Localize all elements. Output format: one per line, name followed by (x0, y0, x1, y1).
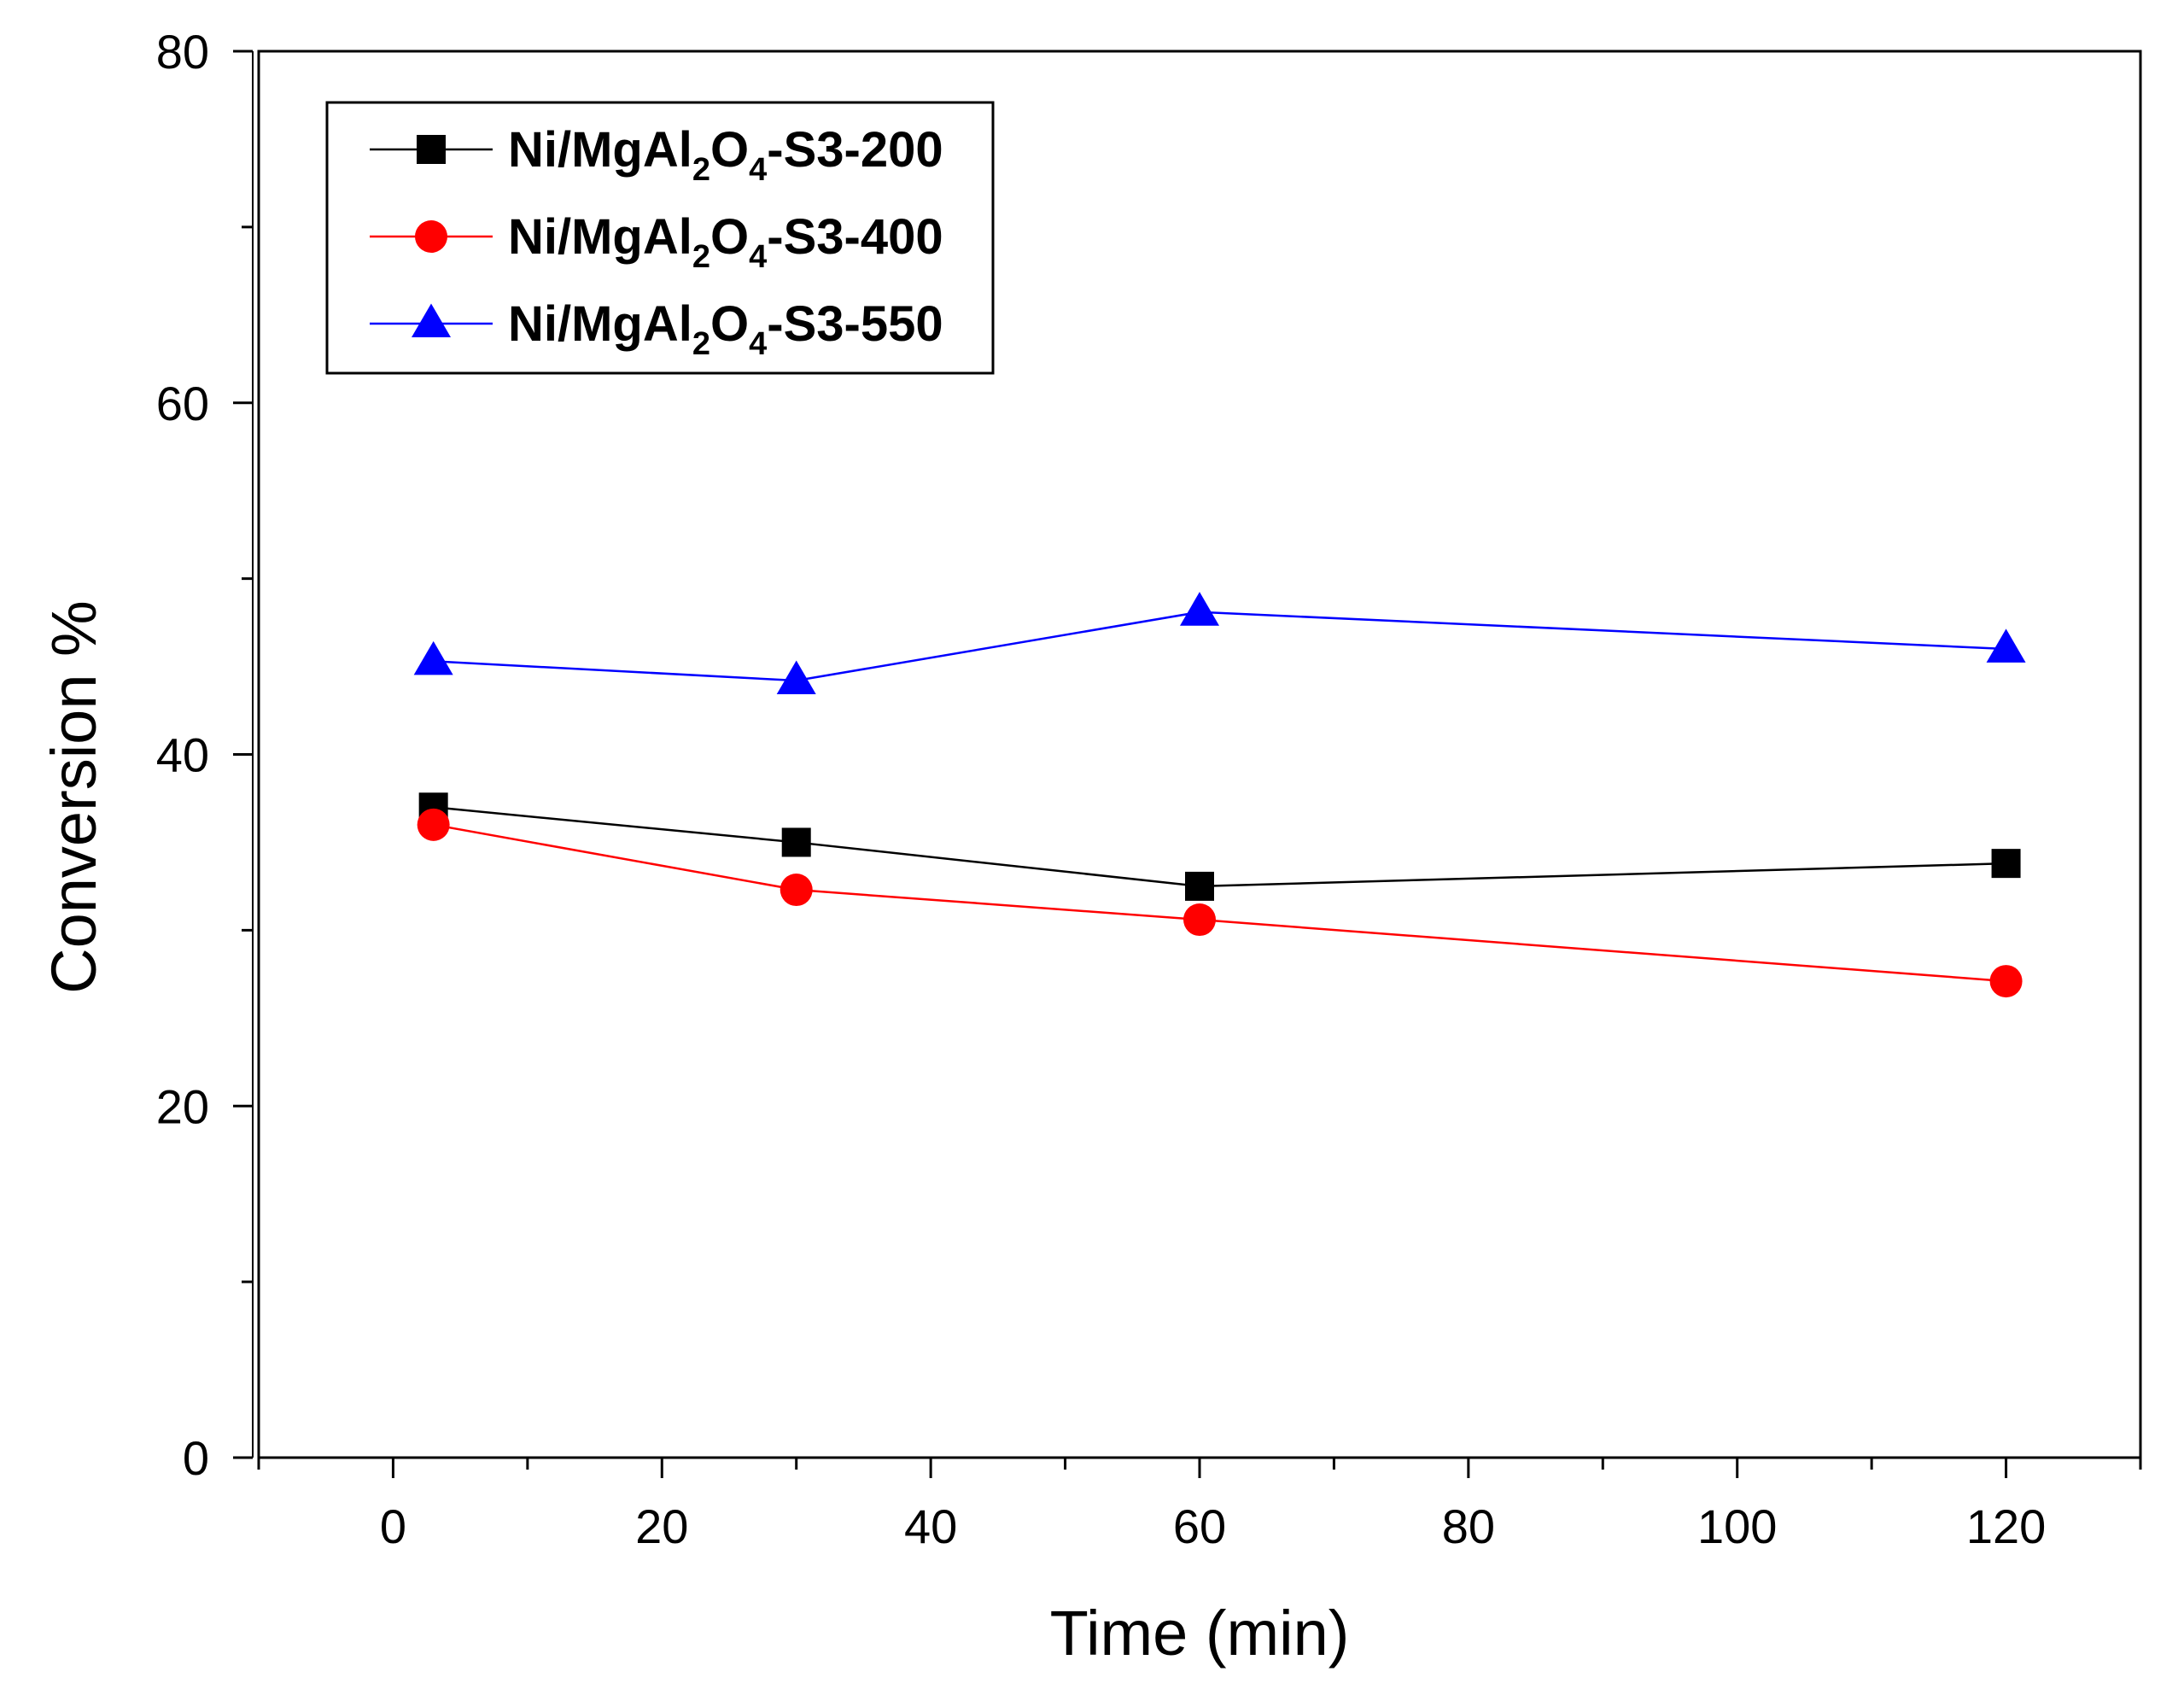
x-tick-label: 0 (380, 1499, 406, 1553)
data-point-2-3 (1183, 903, 1216, 937)
data-point-3-4 (1986, 628, 2026, 663)
y-tick-label: 20 (156, 1079, 209, 1133)
legend-label-1: Ni/MgAl2O4-S3-200 (508, 122, 943, 188)
x-tick-label: 100 (1697, 1499, 1777, 1553)
data-point-3-3 (1180, 592, 1219, 626)
x-tick-label: 60 (1173, 1499, 1226, 1553)
data-point-3-1 (413, 640, 453, 675)
x-tick-label: 40 (904, 1499, 957, 1553)
y-tick-label: 0 (183, 1431, 209, 1485)
axes: 0 20 40 60 80 100 120 0 20 40 60 80 (156, 25, 2142, 1553)
data-point-3-2 (776, 660, 816, 694)
x-tick-label: 80 (1442, 1499, 1495, 1553)
data-point-1-3 (1185, 871, 1214, 901)
series-markers (413, 592, 2026, 998)
series-lines (433, 611, 2006, 983)
legend-marker-3 (412, 303, 451, 337)
data-point-2-4 (1989, 965, 2023, 998)
y-tick-label: 60 (156, 377, 209, 430)
data-point-2-2 (780, 874, 813, 907)
series-line-3 (433, 611, 2006, 682)
series-line-2 (433, 823, 2006, 983)
legend-marker-2 (415, 220, 447, 253)
legend-label-3: Ni/MgAl2O4-S3-550 (508, 296, 943, 362)
data-point-1-2 (781, 827, 811, 857)
legend-marker-1 (417, 135, 446, 164)
x-tick-label: 120 (1966, 1499, 2046, 1553)
data-point-2-1 (417, 808, 450, 841)
y-axis-title: Conversion % (38, 600, 109, 994)
y-tick-label: 40 (156, 728, 209, 782)
legend: Ni/MgAl2O4-S3-200 Ni/MgAl2O4-S3-400 Ni/MgA… (325, 101, 995, 375)
x-tick-label: 20 (635, 1499, 688, 1553)
data-point-1-4 (1991, 849, 2021, 879)
x-axis-title: Time (min) (1050, 1598, 1350, 1669)
series-line-1 (433, 806, 2006, 888)
y-tick-label: 80 (156, 25, 209, 79)
legend-label-2: Ni/MgAl2O4-S3-400 (508, 209, 943, 275)
